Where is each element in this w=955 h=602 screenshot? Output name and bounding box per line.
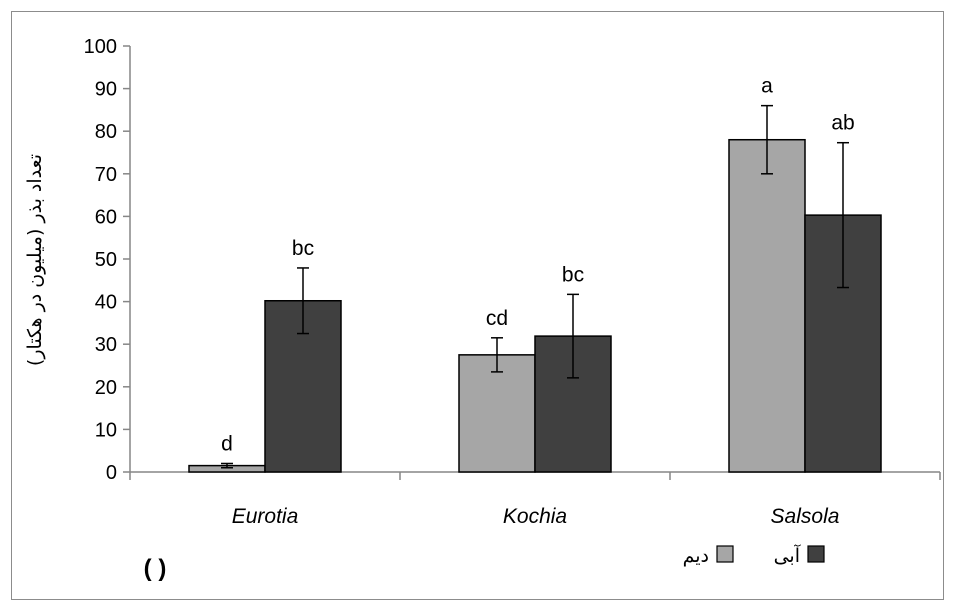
y-tick-label: 20 (95, 377, 117, 399)
data-label: cd (486, 307, 508, 330)
y-tick-label: 40 (95, 292, 117, 314)
bar (804, 214, 882, 473)
data-label: ab (831, 112, 854, 135)
y-tick-label: 10 (95, 419, 117, 441)
x-tick-label: Eurotia (232, 505, 299, 528)
y-tick-label: 70 (95, 164, 117, 186)
legend-swatch (807, 545, 825, 563)
legend-swatch (716, 545, 734, 563)
x-tick-label: Kochia (503, 505, 567, 528)
y-tick-label: 50 (95, 249, 117, 271)
y-tick-label: 100 (84, 36, 117, 58)
data-label: d (221, 432, 233, 455)
y-tick-label: 0 (106, 462, 117, 484)
data-label: a (761, 75, 773, 98)
y-tick-label: 30 (95, 334, 117, 356)
y-tick-label: 60 (95, 206, 117, 228)
data-label: bc (292, 237, 314, 260)
bar (728, 138, 806, 473)
y-tick-label: 90 (95, 79, 117, 101)
x-tick-label: Salsola (771, 505, 840, 528)
legend-label: آبی (774, 543, 801, 567)
panel-label: ( ) (144, 555, 167, 582)
chart-frame (11, 11, 944, 600)
y-tick-label: 80 (95, 121, 117, 143)
y-axis-label: تعداد بذر (میلیون در هکتار) (24, 154, 46, 366)
legend: دیم آبی (683, 543, 825, 567)
bar (458, 354, 536, 473)
legend-label: دیم (683, 545, 709, 567)
data-label: bc (562, 263, 584, 286)
